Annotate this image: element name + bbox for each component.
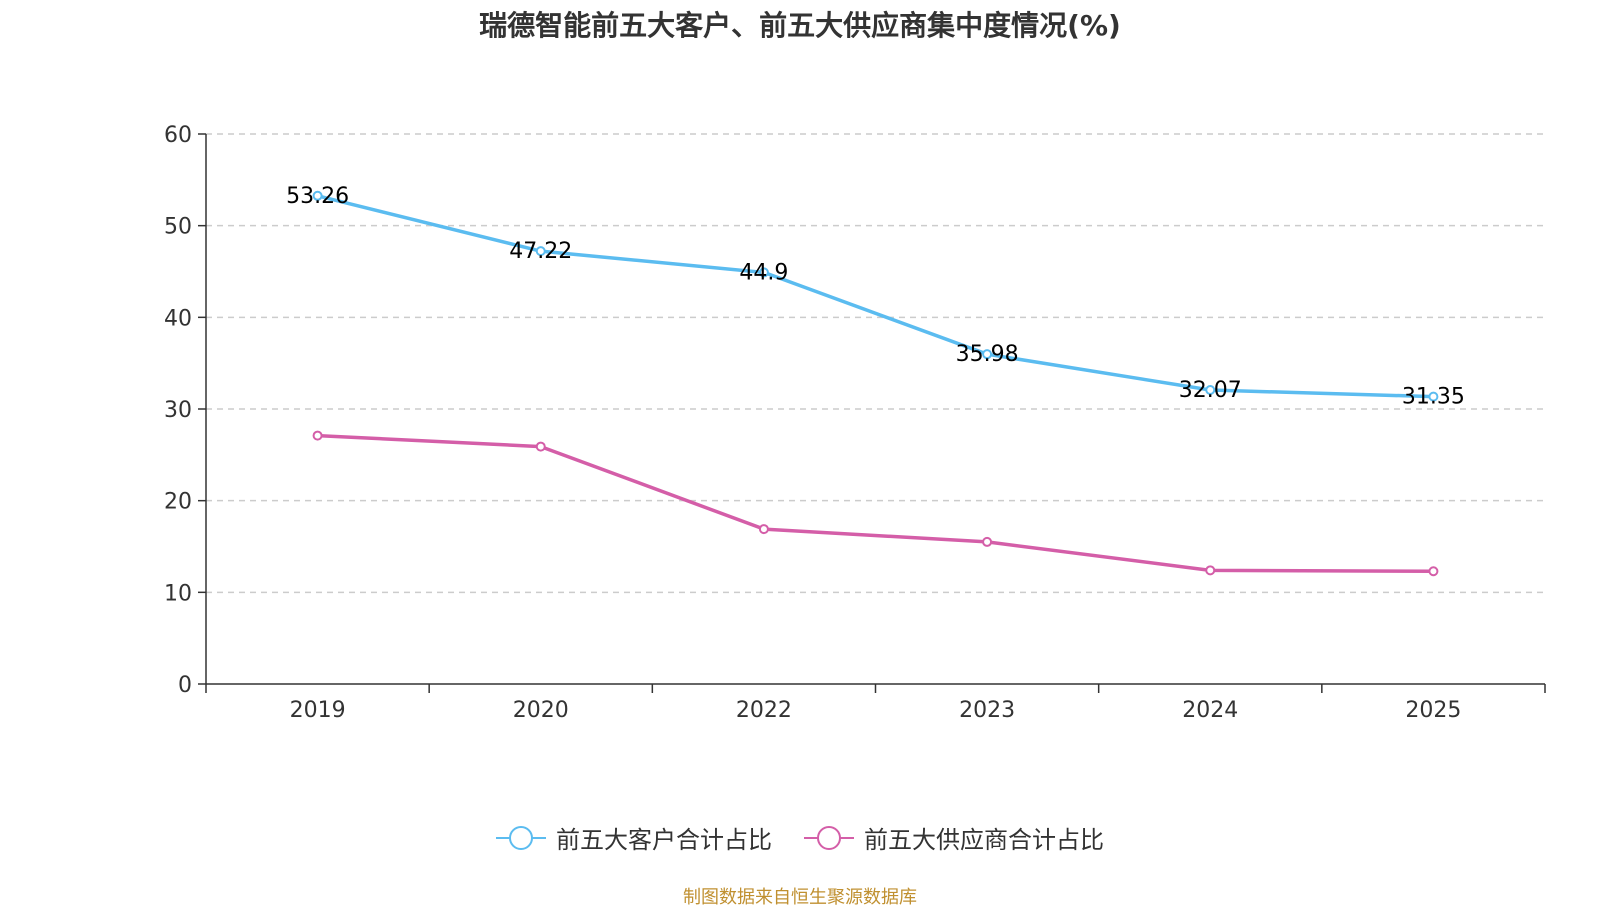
legend-label-suppliers: 前五大供应商合计占比	[864, 826, 1104, 854]
data-point-1-2023	[982, 536, 993, 547]
source-note: 制图数据来自恒生聚源数据库	[683, 887, 917, 908]
data-label-0-2024: 32.07	[1179, 378, 1242, 403]
x-tick-label-2024: 2024	[1182, 698, 1238, 723]
data-label-0-2023: 35.98	[956, 342, 1019, 367]
series-line-1	[317, 433, 1434, 573]
data-label-0-2019: 53.26	[286, 184, 349, 209]
x-tick-label-2025: 2025	[1405, 698, 1461, 723]
legend-label-customers: 前五大客户合计占比	[556, 826, 772, 854]
y-tick-label-10: 10	[164, 581, 192, 606]
data-point-1-2025	[1428, 566, 1439, 577]
x-tick-label-2019: 2019	[290, 698, 346, 723]
series-line-0	[317, 194, 1434, 399]
y-tick-label-20: 20	[164, 490, 192, 515]
data-point-0-2025	[1428, 391, 1439, 402]
y-tick-label-0: 0	[178, 673, 192, 698]
chart-title: 瑞德智能前五大客户、前五大供应商集中度情况(%)	[479, 9, 1121, 42]
legend-item-customers[interactable]: 前五大客户合计占比	[496, 820, 772, 855]
data-point-1-2020	[535, 441, 546, 452]
grid-lines	[206, 133, 1545, 594]
data-label-0-2025: 31.35	[1402, 385, 1465, 410]
x-tick-label-2020: 2020	[513, 698, 569, 723]
data-point-0-2020	[535, 246, 546, 257]
data-point-0-2019	[312, 190, 323, 201]
legend: 前五大客户合计占比 前五大供应商合计占比	[0, 820, 1600, 855]
data-point-1-2019	[312, 430, 323, 441]
y-tick-label-60: 60	[164, 123, 192, 148]
data-label-0-2020: 47.22	[509, 239, 572, 264]
series	[312, 190, 1439, 577]
data-point-1-2024	[1205, 565, 1216, 576]
x-tick-label-2023: 2023	[959, 698, 1015, 723]
data-labels: 53.26 47.22 44.9 35.98 32.07 31.35	[286, 184, 1465, 410]
data-point-0-2023	[982, 349, 993, 360]
y-tick-label-30: 30	[164, 398, 192, 423]
data-point-0-2024	[1205, 385, 1216, 396]
legend-swatch-customers	[496, 825, 546, 851]
data-label-0-2022: 44.9	[739, 260, 788, 285]
x-tick-label-2022: 2022	[736, 698, 792, 723]
y-tick-label-50: 50	[164, 215, 192, 240]
data-point-0-2022	[758, 267, 769, 278]
axes: 0 10 20 30 40 50 60 2019 2020 2022 2023 2024 2025	[164, 123, 1546, 723]
line-chart: 0 10 20 30 40 50 60 2019 2020 2022 2023 2024 2025 53…	[164, 123, 1546, 723]
data-point-1-2022	[758, 524, 769, 535]
legend-swatch-suppliers	[804, 825, 854, 851]
legend-item-suppliers[interactable]: 前五大供应商合计占比	[804, 820, 1104, 855]
y-tick-label-40: 40	[164, 306, 192, 331]
